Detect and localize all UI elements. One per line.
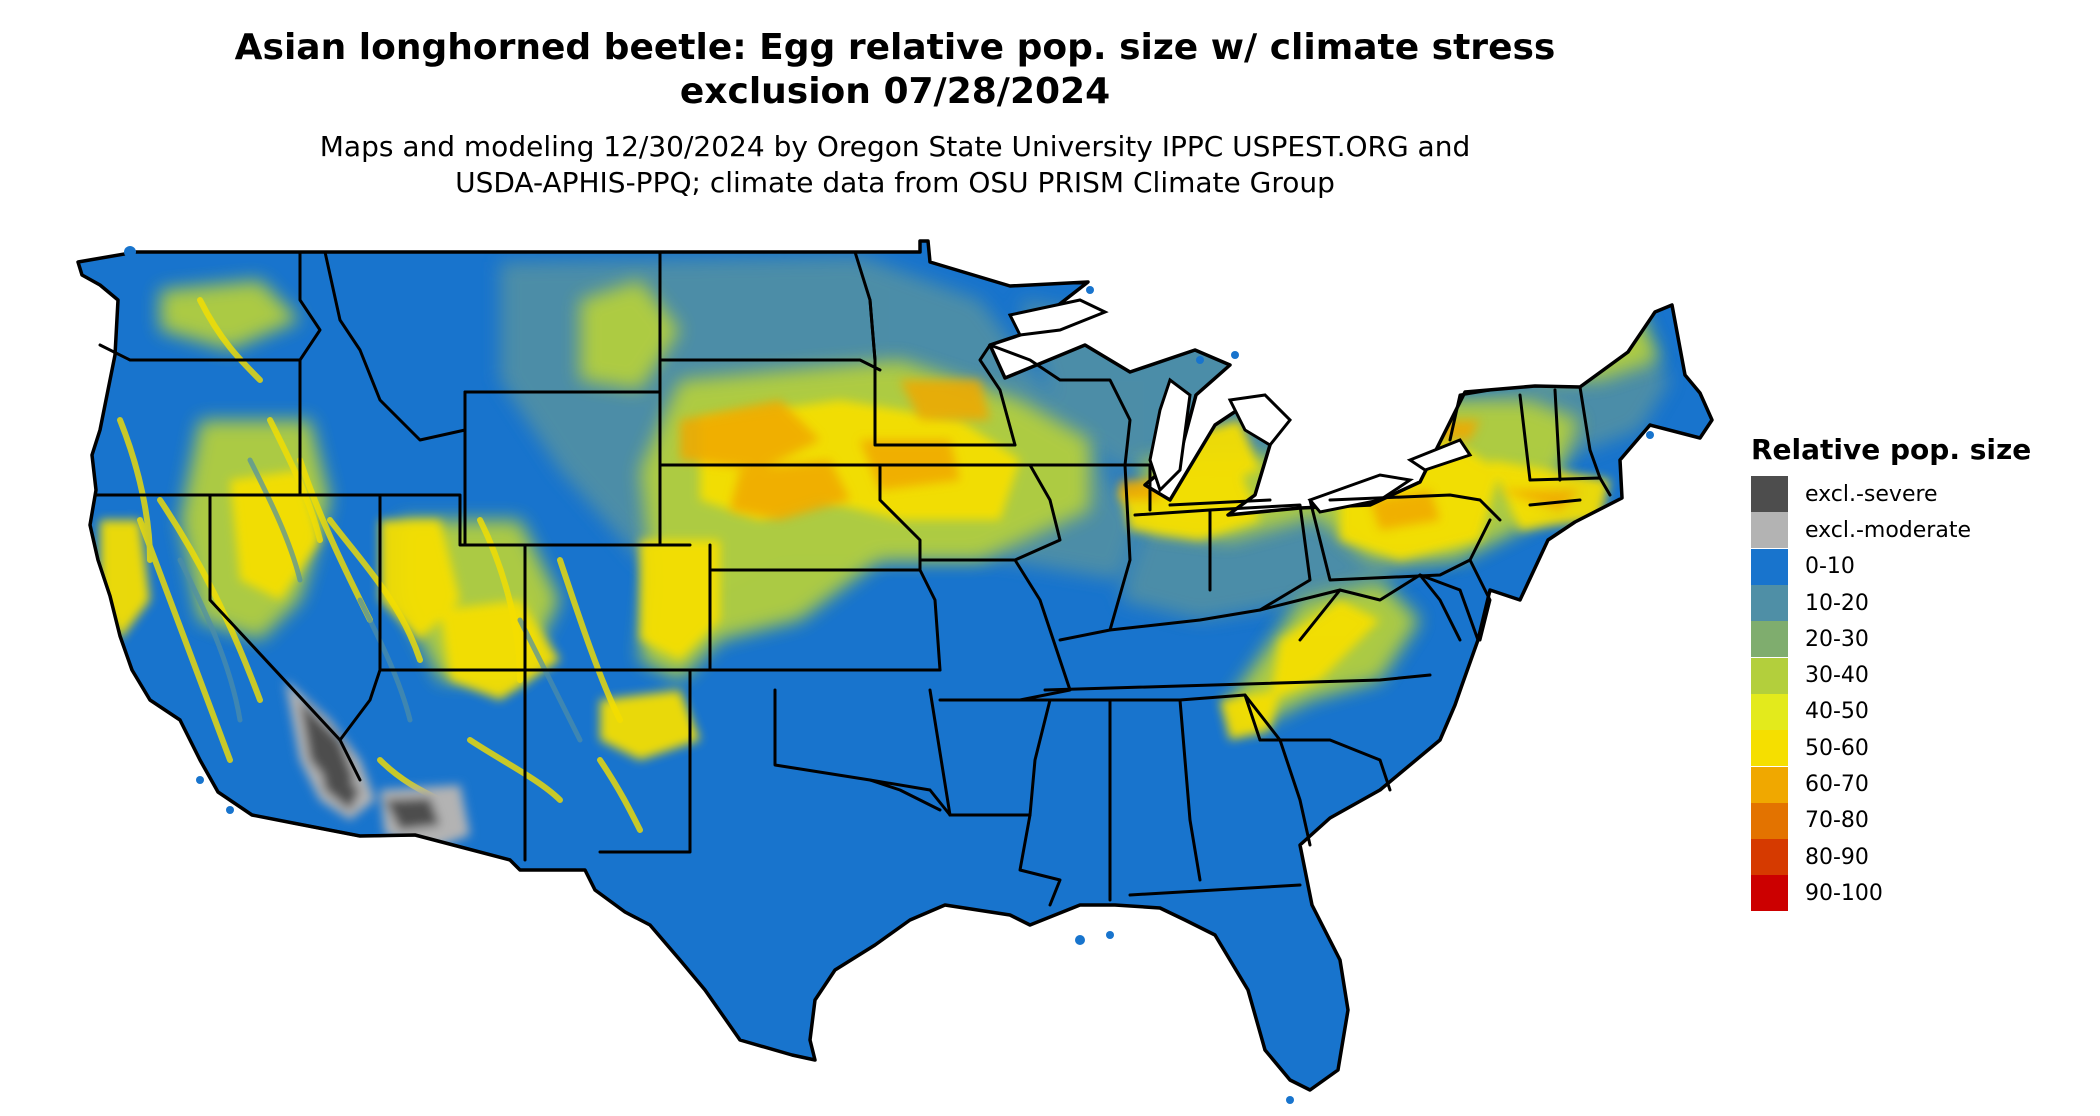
legend-swatch	[1751, 730, 1788, 767]
legend-swatch	[1751, 512, 1788, 549]
legend-item: 80-90	[1751, 839, 2031, 876]
legend-item: excl.-moderate	[1751, 512, 2031, 549]
legend-label: excl.-moderate	[1805, 517, 1971, 543]
map-title-line-1: Asian longhorned beetle: Egg relative po…	[234, 27, 1556, 68]
legend-label: 80-90	[1805, 844, 1869, 870]
legend-swatch	[1751, 839, 1788, 876]
legend-swatch	[1751, 621, 1788, 658]
legend-label: 30-40	[1805, 663, 1869, 689]
legend-item: 60-70	[1751, 766, 2031, 803]
legend-label: 20-30	[1805, 626, 1869, 652]
legend-item: 0-10	[1751, 548, 2031, 585]
map-subtitle-line-1: Maps and modeling 12/30/2024 by Oregon S…	[319, 130, 1471, 163]
legend-item: 70-80	[1751, 802, 2031, 839]
legend-item: 30-40	[1751, 657, 2031, 694]
map-subtitle-line-2: USDA-APHIS-PPQ; climate data from OSU PR…	[455, 166, 1335, 199]
legend-label: excl.-severe	[1805, 481, 1938, 507]
legend-label: 90-100	[1805, 880, 1883, 906]
legend-swatch	[1751, 657, 1788, 694]
legend-swatch	[1751, 766, 1788, 803]
legend-swatch	[1751, 693, 1788, 730]
legend-label: 40-50	[1805, 699, 1869, 725]
legend-swatch	[1751, 802, 1788, 839]
legend-items: excl.-severe excl.-moderate 0-10 10-20 20-30…	[1751, 476, 2031, 912]
legend-item: 50-60	[1751, 730, 2031, 767]
legend-item: 40-50	[1751, 693, 2031, 730]
legend-item: 90-100	[1751, 875, 2031, 912]
map-legend: Relative pop. size excl.-severe excl.-mod…	[1751, 432, 2031, 912]
map-title-line-2: exclusion 07/28/2024	[679, 71, 1111, 112]
legend-label: 50-60	[1805, 735, 1869, 761]
legend-label: 70-80	[1805, 808, 1869, 834]
legend-title: Relative pop. size	[1751, 433, 2032, 466]
legend-label: 10-20	[1805, 590, 1869, 616]
legend-swatch	[1751, 875, 1788, 912]
legend-swatch	[1751, 548, 1788, 585]
legend-item: 20-30	[1751, 621, 2031, 658]
legend-item: 10-20	[1751, 585, 2031, 622]
legend-item: excl.-severe	[1751, 476, 2031, 513]
legend-swatch	[1751, 476, 1788, 513]
legend-swatch	[1751, 585, 1788, 622]
legend-label: 0-10	[1805, 554, 1855, 580]
legend-label: 60-70	[1805, 772, 1869, 798]
